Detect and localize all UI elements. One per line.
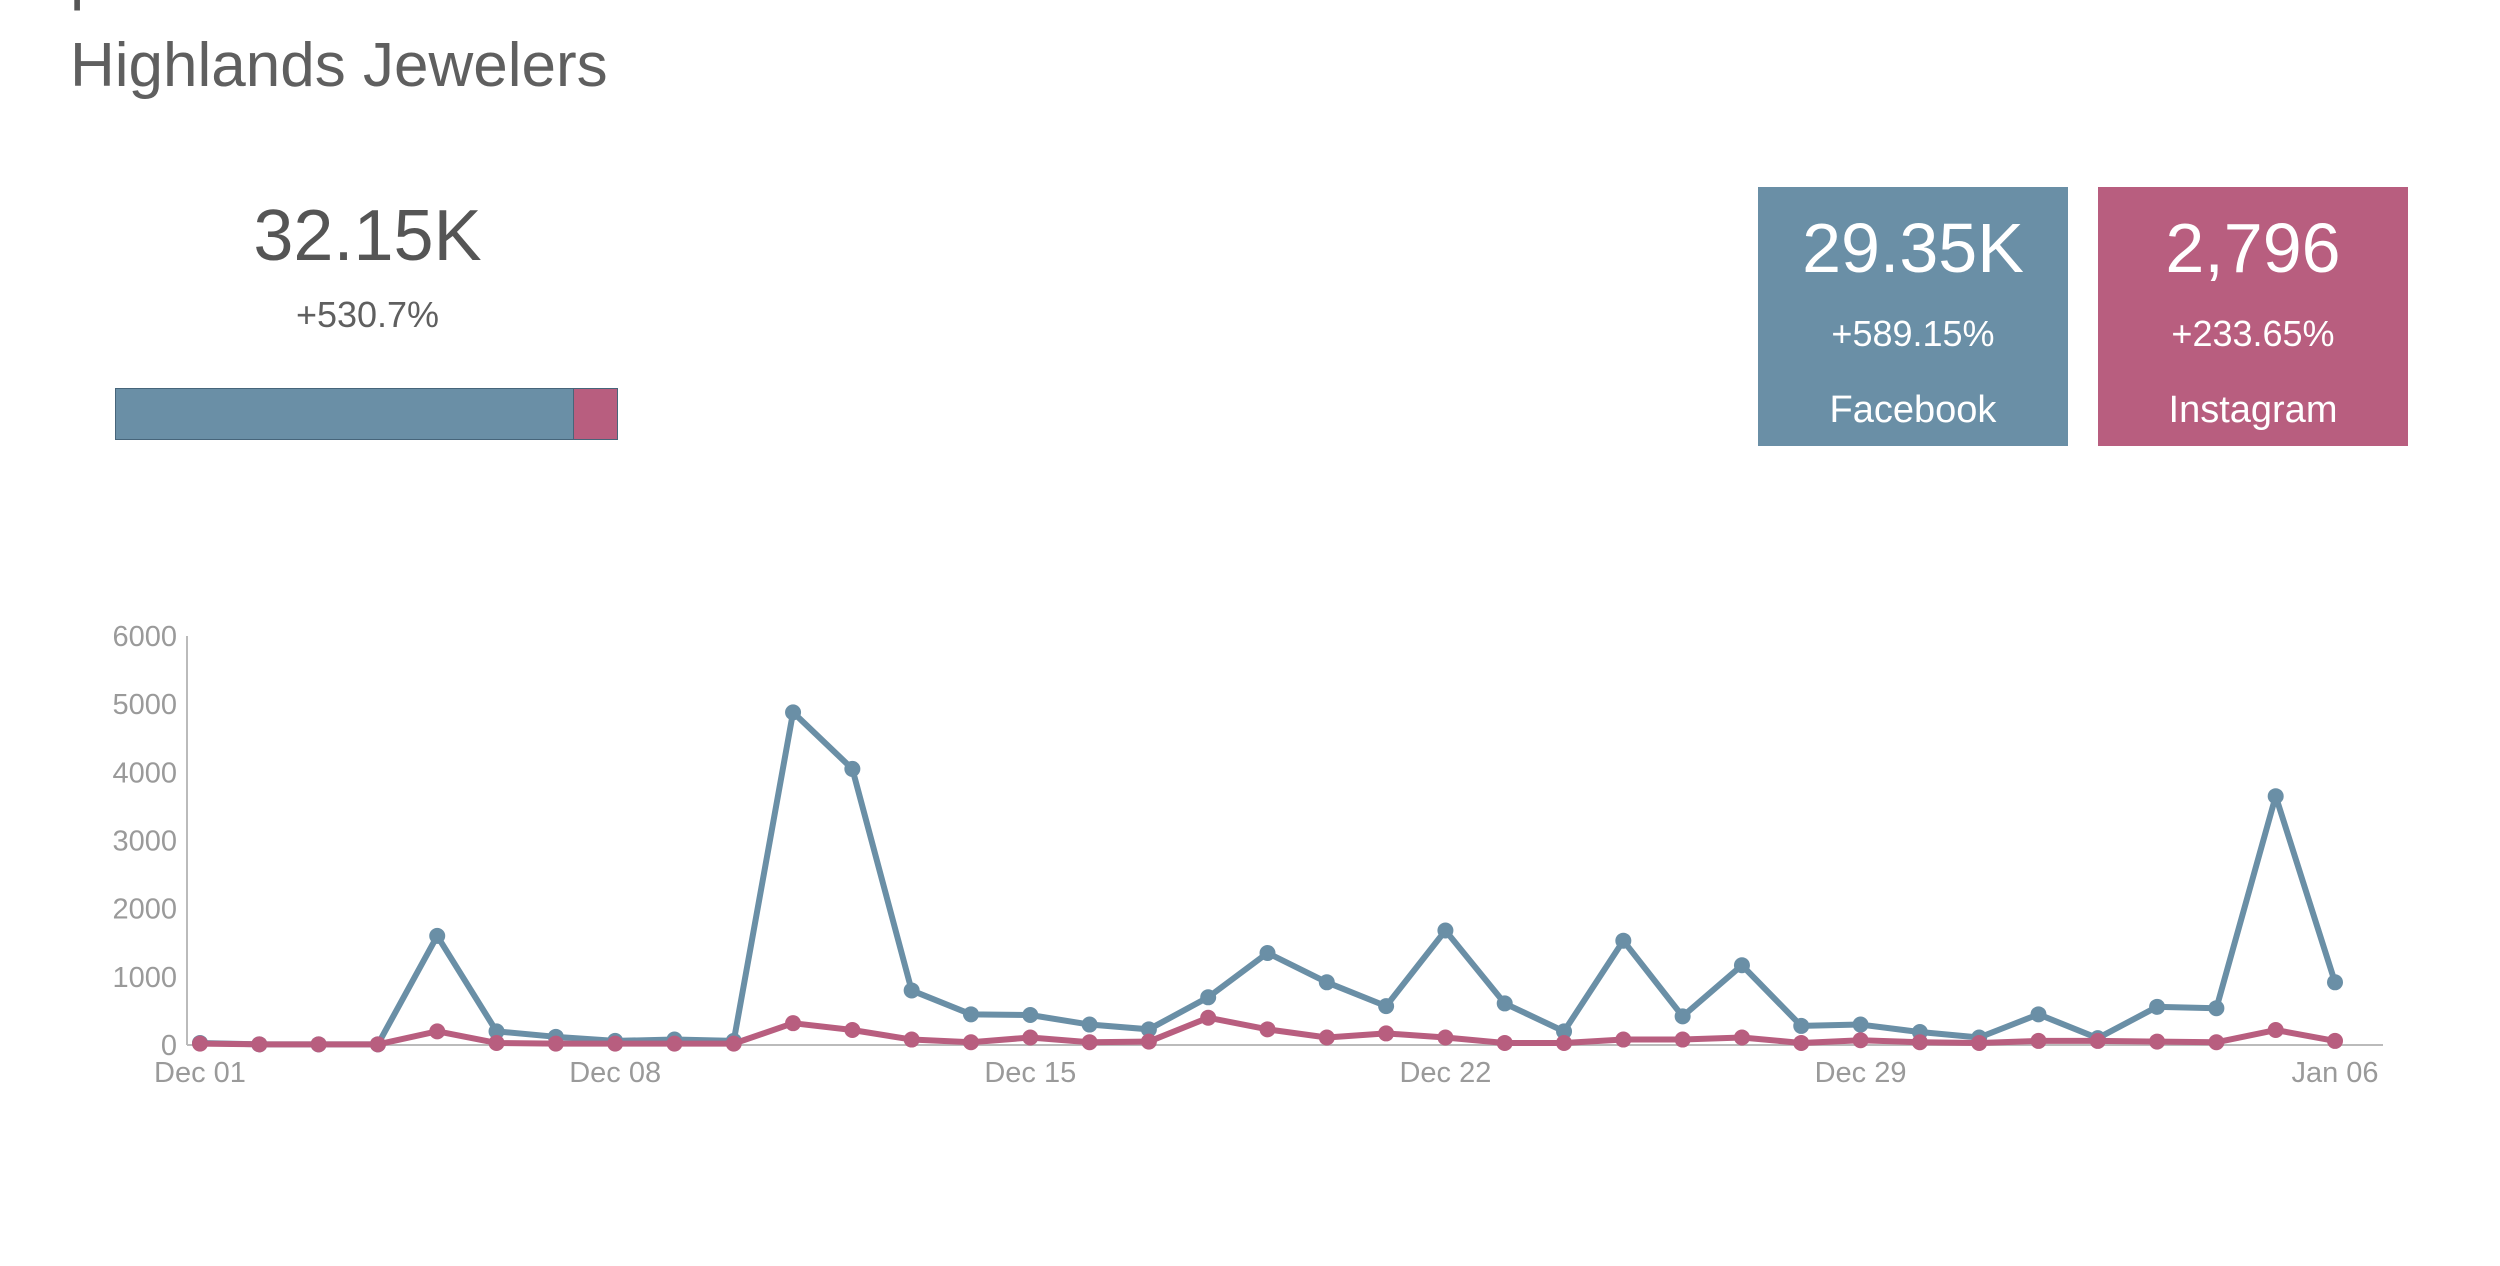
data-point-1 xyxy=(725,1035,742,1052)
data-point-0 xyxy=(1437,922,1454,939)
total-summary: 32.15K +530.7% xyxy=(115,190,620,336)
data-point-0 xyxy=(1556,1023,1573,1040)
data-point-0 xyxy=(1615,932,1632,949)
data-point-0 xyxy=(1200,989,1217,1006)
platform-split-bar xyxy=(115,388,618,440)
data-point-1 xyxy=(1437,1029,1454,1046)
data-point-1 xyxy=(785,1015,802,1032)
data-point-0 xyxy=(429,927,446,944)
data-point-1 xyxy=(1081,1034,1098,1051)
data-point-0 xyxy=(2267,788,2284,805)
data-point-0 xyxy=(1259,944,1276,961)
data-point-0 xyxy=(1852,1016,1869,1033)
facebook-label: Facebook xyxy=(1829,389,1997,431)
data-point-0 xyxy=(844,760,861,777)
data-point-0 xyxy=(1140,1021,1157,1038)
data-point-1 xyxy=(547,1035,564,1052)
data-point-1 xyxy=(1140,1033,1157,1050)
data-point-0 xyxy=(1674,1008,1691,1025)
instagram-card: 2,796 +233.65% Instagram xyxy=(2098,187,2408,446)
data-point-1 xyxy=(607,1035,624,1052)
instagram-change: +233.65% xyxy=(2171,313,2335,354)
data-point-0 xyxy=(488,1023,505,1040)
data-point-1 xyxy=(488,1034,505,1051)
x-tick-label: Dec 29 xyxy=(1815,1057,1907,1089)
data-point-1 xyxy=(1733,1029,1750,1046)
data-point-1 xyxy=(1793,1034,1810,1051)
data-point-1 xyxy=(962,1034,979,1051)
split-segment-instagram xyxy=(572,389,617,439)
engagement-line-chart: 0 1000 2000 3000 4000 5000 6000 Dec 01 Dec 08 Dec… xyxy=(112,621,2383,1089)
data-point-1 xyxy=(192,1035,208,1052)
data-point-1 xyxy=(2089,1032,2106,1049)
data-point-1 xyxy=(1496,1034,1513,1051)
y-tick-label: 5000 xyxy=(112,689,177,721)
data-point-0 xyxy=(962,1006,979,1023)
data-point-1 xyxy=(666,1035,683,1052)
page-title: p xyxy=(70,0,106,12)
facebook-card: 29.35K +589.15% Facebook xyxy=(1758,187,2068,446)
data-point-1 xyxy=(429,1023,446,1040)
x-tick-label: Dec 22 xyxy=(1399,1057,1491,1089)
y-tick-label: 3000 xyxy=(112,826,177,858)
data-point-1 xyxy=(1556,1034,1573,1051)
data-point-0 xyxy=(1081,1016,1098,1033)
x-tick-label: Dec 01 xyxy=(154,1057,246,1089)
data-point-1 xyxy=(1378,1025,1395,1042)
data-point-0 xyxy=(903,982,920,999)
data-point-1 xyxy=(369,1036,386,1053)
data-point-0 xyxy=(2327,974,2343,991)
data-point-1 xyxy=(2327,1032,2343,1049)
total-change: +530.7% xyxy=(295,294,440,335)
data-point-0 xyxy=(1733,957,1750,974)
page-subtitle: Highlands Jewelers xyxy=(70,31,608,100)
data-point-1 xyxy=(1259,1021,1276,1038)
data-point-1 xyxy=(1852,1032,1869,1049)
data-point-1 xyxy=(2149,1033,2166,1050)
total-value: 32.15K xyxy=(253,196,482,276)
instagram-value: 2,796 xyxy=(2165,209,2341,287)
data-point-0 xyxy=(2149,998,2166,1015)
data-point-0 xyxy=(1378,998,1395,1015)
data-point-1 xyxy=(1615,1031,1632,1048)
data-point-0 xyxy=(785,704,802,721)
data-point-0 xyxy=(1318,974,1335,991)
x-tick-label: Jan 06 xyxy=(2291,1057,2378,1089)
facebook-change: +589.15% xyxy=(1831,313,1995,354)
data-point-0 xyxy=(2030,1006,2047,1023)
data-point-1 xyxy=(1022,1029,1039,1046)
series-line-0 xyxy=(197,709,2338,1048)
data-point-1 xyxy=(251,1036,268,1053)
data-point-0 xyxy=(1022,1007,1039,1024)
data-point-1 xyxy=(1971,1034,1988,1051)
data-point-1 xyxy=(1674,1031,1691,1048)
data-point-0 xyxy=(1793,1017,1810,1034)
x-tick-label: Dec 15 xyxy=(984,1057,1076,1089)
data-point-1 xyxy=(1318,1029,1335,1046)
facebook-value: 29.35K xyxy=(1802,209,2024,287)
data-point-1 xyxy=(903,1031,920,1048)
data-point-1 xyxy=(2208,1034,2225,1051)
x-tick-label: Dec 08 xyxy=(569,1057,661,1089)
instagram-label: Instagram xyxy=(2168,389,2338,431)
y-tick-label: 4000 xyxy=(112,757,177,789)
data-point-1 xyxy=(2267,1022,2284,1039)
split-segment-facebook xyxy=(116,389,573,439)
y-tick-label: 6000 xyxy=(112,621,177,653)
data-point-1 xyxy=(1200,1009,1217,1026)
data-point-1 xyxy=(310,1036,327,1053)
data-point-1 xyxy=(844,1022,861,1039)
data-point-1 xyxy=(2030,1032,2047,1049)
y-tick-label: 1000 xyxy=(112,962,177,994)
y-tick-label: 0 xyxy=(161,1030,177,1062)
data-point-1 xyxy=(1911,1034,1928,1051)
y-tick-label: 2000 xyxy=(112,894,177,926)
data-point-0 xyxy=(1496,995,1513,1012)
data-point-0 xyxy=(2208,1000,2225,1017)
